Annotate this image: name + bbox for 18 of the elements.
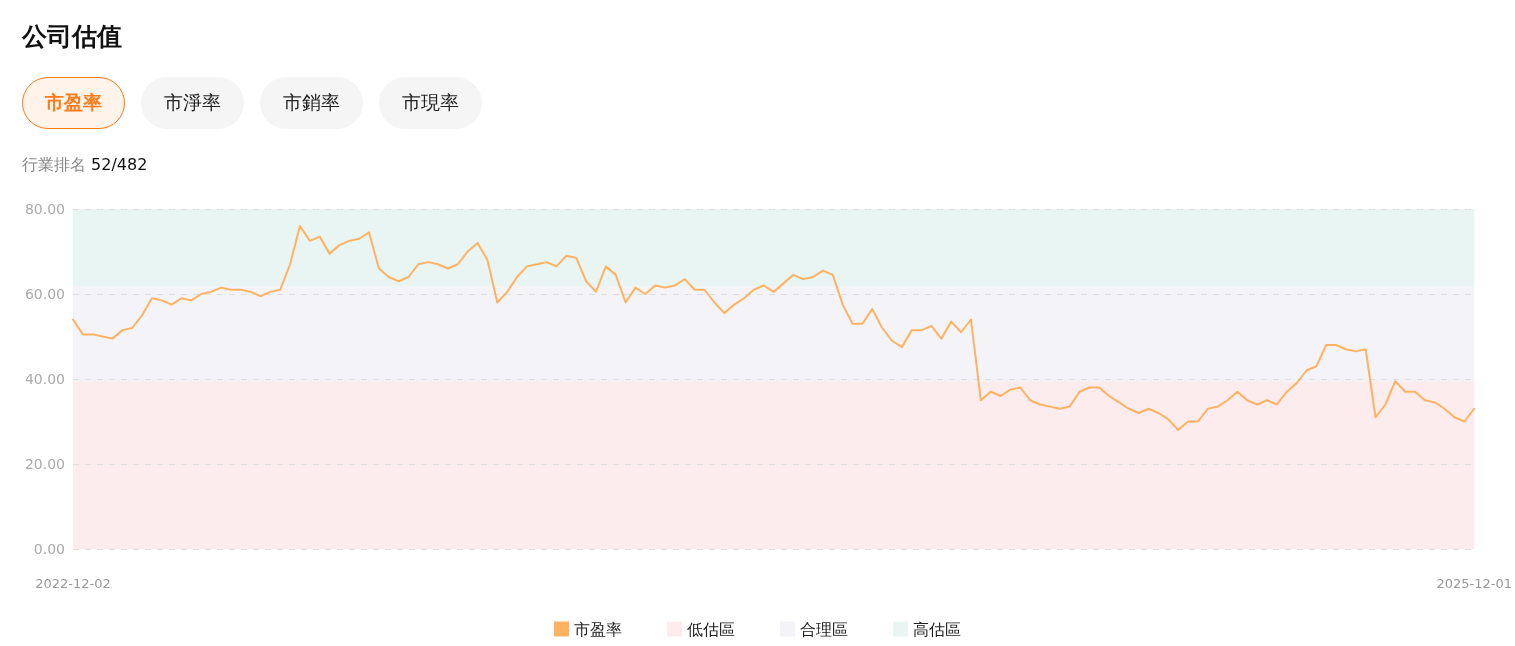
tab-button: 市銷率: [260, 77, 363, 129]
chart-title: 公司估值: [22, 21, 122, 53]
y-tick-label: 80.00: [24, 201, 65, 217]
tab-button: 市盈率: [22, 77, 125, 129]
tab-button: 市淨率: [141, 77, 244, 129]
y-tick-label: 40.00: [24, 371, 65, 387]
tab-button: 市現率: [379, 77, 482, 129]
y-tick-label: 20.00: [24, 456, 65, 472]
y-tick-label: 60.00: [24, 286, 65, 302]
legend-label: 高估區: [913, 619, 961, 639]
legend-label: 市盈率: [574, 619, 622, 639]
x-tick-label: 2025-12-01: [1436, 576, 1513, 591]
y-tick-label: 0.00: [33, 541, 65, 557]
legend-label: 合理區: [800, 619, 848, 639]
x-tick-label: 2022-12-02: [35, 576, 111, 591]
legend-label: 低估區: [687, 619, 735, 639]
line-series: [72, 225, 1476, 431]
text: 行業排名 52/482: [22, 155, 148, 176]
